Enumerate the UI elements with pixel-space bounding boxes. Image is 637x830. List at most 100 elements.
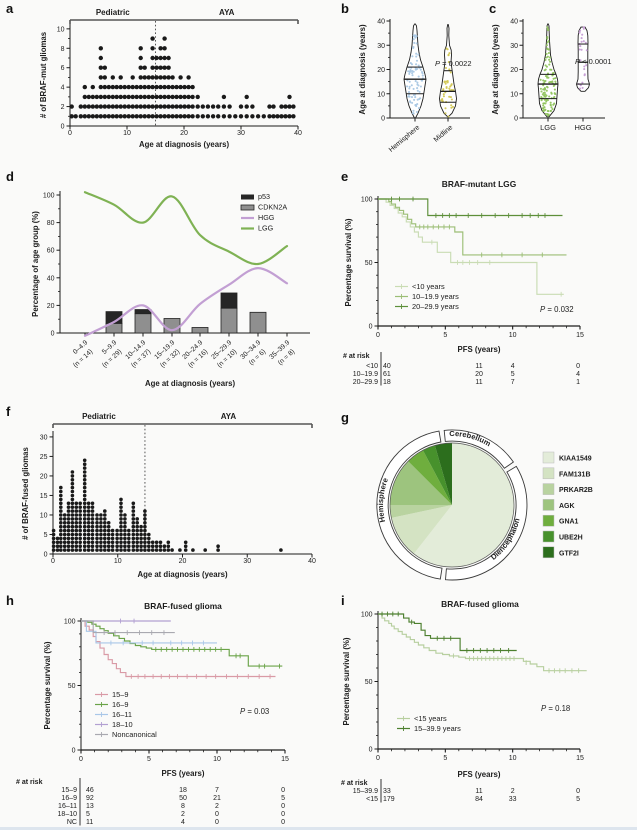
svg-text:20–29.9: 20–29.9 bbox=[353, 379, 378, 386]
svg-text:0: 0 bbox=[72, 748, 76, 755]
svg-text:30: 30 bbox=[237, 130, 245, 137]
svg-text:21: 21 bbox=[213, 795, 221, 802]
svg-text:30: 30 bbox=[377, 43, 385, 50]
svg-text:5: 5 bbox=[147, 756, 151, 763]
page-bottom-strip bbox=[0, 827, 637, 830]
svg-text:33: 33 bbox=[509, 796, 517, 803]
svg-text:AYA: AYA bbox=[221, 412, 237, 421]
svg-text:<10: <10 bbox=[366, 363, 378, 370]
svg-text:5: 5 bbox=[443, 755, 447, 762]
svg-text:11: 11 bbox=[475, 788, 482, 795]
svg-text:80: 80 bbox=[47, 220, 55, 227]
panel-b-label: b bbox=[341, 1, 349, 16]
km-series-15–9 bbox=[81, 620, 276, 679]
svg-text:2: 2 bbox=[215, 803, 219, 810]
panel-a-chart: 0 2 4 6 8 10 0 10 20 30 40 Age at diagnosis (years)… bbox=[39, 8, 302, 149]
km-series-NC bbox=[81, 620, 175, 636]
svg-text:AGK: AGK bbox=[559, 503, 575, 510]
svg-text:8: 8 bbox=[181, 803, 185, 810]
svg-text:BRAF-mutant LGG: BRAF-mutant LGG bbox=[442, 179, 516, 189]
km-series-<10 bbox=[378, 198, 564, 297]
line-hgg bbox=[83, 266, 289, 337]
svg-text:<15 years: <15 years bbox=[414, 714, 447, 723]
axes: 0 2 4 6 8 10 0 10 20 30 40 bbox=[57, 22, 302, 137]
svg-text:10: 10 bbox=[123, 130, 131, 137]
violin-hemisphere bbox=[403, 23, 427, 119]
axes: 0 20 40 60 80 100 bbox=[43, 191, 310, 338]
svg-text:20: 20 bbox=[377, 67, 385, 74]
svg-text:16–11: 16–11 bbox=[58, 803, 77, 810]
svg-text:0: 0 bbox=[215, 819, 219, 826]
era-bracket: Pediatric AYA bbox=[52, 412, 313, 554]
svg-text:18: 18 bbox=[383, 379, 391, 386]
svg-text:Age at diagnosis (years): Age at diagnosis (years) bbox=[137, 570, 228, 579]
svg-text:100: 100 bbox=[361, 612, 373, 619]
svg-text:6: 6 bbox=[61, 65, 65, 72]
svg-text:10: 10 bbox=[57, 26, 65, 33]
violin-hgg bbox=[576, 26, 590, 92]
svg-text:84: 84 bbox=[475, 796, 483, 803]
svg-text:Percentage survival (%): Percentage survival (%) bbox=[342, 637, 351, 725]
slice-PRKAR2B bbox=[390, 505, 452, 518]
svg-text:15–39.9 years: 15–39.9 years bbox=[414, 724, 461, 733]
svg-text:10: 10 bbox=[509, 755, 517, 762]
panel-c-chart: 0 10 20 30 40 Age at diagnosis (years) LGG HGG P… bbox=[491, 19, 612, 133]
panel-h: h BRAF-fused glioma 0 50 100 0 5 10 15 Percentag… bbox=[0, 593, 335, 830]
category-labels: 0–4.9(n = 14)5–9.9(n = 29) 10–14.9(n = 37… bbox=[72, 339, 296, 369]
svg-text:11: 11 bbox=[475, 379, 482, 386]
svg-text:20–29.9 years: 20–29.9 years bbox=[412, 302, 459, 311]
svg-text:15–39.9: 15–39.9 bbox=[353, 788, 378, 795]
dot-columns bbox=[69, 36, 296, 119]
slice-GTF2I bbox=[434, 443, 452, 505]
svg-text:1: 1 bbox=[576, 379, 580, 386]
svg-text:13: 13 bbox=[86, 803, 94, 810]
svg-text:20: 20 bbox=[179, 558, 187, 565]
svg-text:0: 0 bbox=[376, 755, 380, 762]
svg-text:0: 0 bbox=[576, 788, 580, 795]
svg-text:10: 10 bbox=[377, 91, 385, 98]
svg-text:Hemisphere: Hemisphere bbox=[388, 124, 421, 154]
svg-text:40: 40 bbox=[47, 275, 55, 282]
stacked-bars bbox=[105, 292, 267, 334]
axes: 0 10 20 30 40 bbox=[377, 19, 470, 123]
svg-text:2: 2 bbox=[61, 104, 65, 111]
svg-text:0: 0 bbox=[44, 552, 48, 559]
svg-text:15–9: 15–9 bbox=[112, 690, 128, 699]
panel-b: b 0 10 20 30 40 Age at diagnosis (years) Hemis… bbox=[335, 0, 483, 163]
svg-text:179: 179 bbox=[383, 796, 395, 803]
pie-slices bbox=[389, 442, 515, 568]
svg-text:46: 46 bbox=[86, 787, 94, 794]
svg-text:11: 11 bbox=[475, 363, 482, 370]
svg-text:# at risk: # at risk bbox=[343, 353, 370, 360]
km-series-<15 bbox=[378, 613, 587, 674]
svg-text:p53: p53 bbox=[258, 192, 270, 201]
svg-text:Age at diagnosis (years): Age at diagnosis (years) bbox=[491, 24, 500, 115]
svg-text:0: 0 bbox=[376, 332, 380, 339]
km-series-20–29.9 bbox=[378, 196, 563, 218]
axes: 0 10 20 30 40 bbox=[510, 19, 605, 123]
panel-f-label: f bbox=[6, 404, 11, 419]
slice-UBE2H bbox=[422, 445, 452, 505]
svg-text:0: 0 bbox=[369, 747, 373, 754]
svg-text:10: 10 bbox=[114, 558, 122, 565]
km-series-15–39.9 bbox=[378, 611, 517, 653]
svg-text:100: 100 bbox=[43, 193, 55, 200]
svg-text:33: 33 bbox=[383, 788, 391, 795]
svg-text:5: 5 bbox=[44, 532, 48, 539]
svg-text:25: 25 bbox=[40, 454, 48, 461]
panel-d-label: d bbox=[6, 169, 14, 184]
svg-text:# of BRAF-fused gliomas: # of BRAF-fused gliomas bbox=[21, 446, 30, 539]
axes: 0 50 100 0 5 10 15 bbox=[361, 196, 584, 339]
svg-text:2: 2 bbox=[511, 788, 515, 795]
svg-text:Pediatric: Pediatric bbox=[96, 8, 130, 17]
svg-text:50: 50 bbox=[365, 260, 373, 267]
svg-text:10: 10 bbox=[510, 91, 518, 98]
svg-text:4: 4 bbox=[61, 85, 65, 92]
svg-text:UBE2H: UBE2H bbox=[559, 535, 583, 542]
svg-text:10: 10 bbox=[40, 512, 48, 519]
panel-g-chart: CerebellumDiencephalonHemisphereKIAA1549… bbox=[376, 429, 593, 581]
